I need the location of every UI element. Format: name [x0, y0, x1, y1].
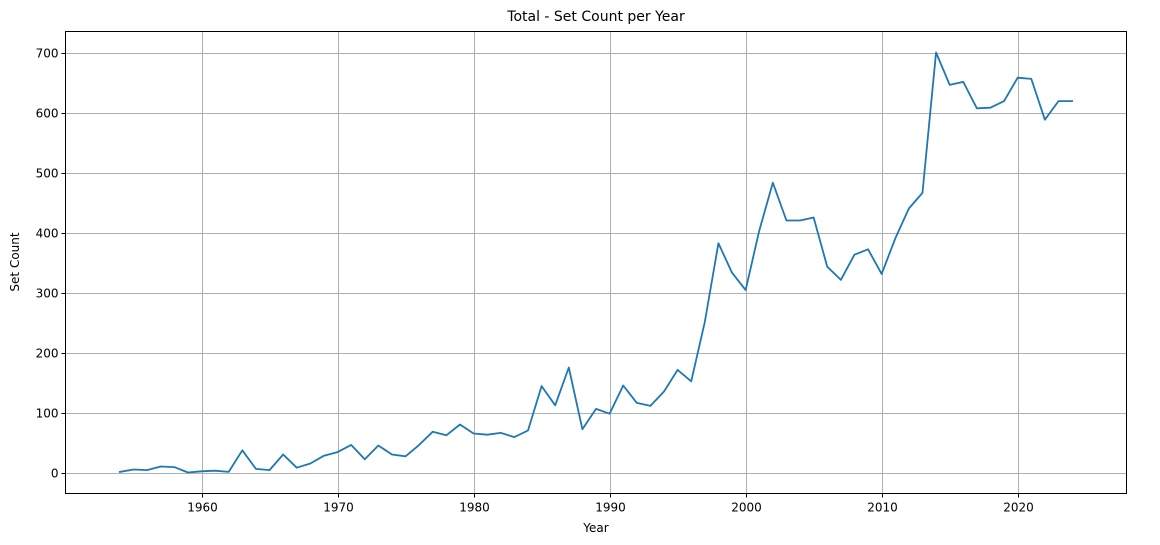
x-tick-label: 1960: [187, 501, 218, 515]
series-layer: [118, 51, 1073, 474]
series-line: [118, 51, 1073, 474]
x-tick-label: 1990: [595, 501, 626, 515]
y-tick-label: 600: [36, 107, 59, 121]
x-tick-label: 2010: [867, 501, 898, 515]
y-tick-label: 0: [51, 467, 59, 481]
chart-title: Total - Set Count per Year: [506, 9, 685, 25]
y-tick-label: 500: [36, 167, 59, 181]
tick-layer: 1960 1970 1980 1990 2000 2010 2020 0 100 200 300 40…: [36, 47, 1034, 515]
y-axis-label: Set Count: [8, 232, 22, 291]
x-tick-label: 2000: [731, 501, 762, 515]
y-tick-label: 100: [36, 407, 59, 421]
y-tick-label: 200: [36, 347, 59, 361]
grid-layer: [65, 31, 1127, 494]
x-tick-label: 1980: [459, 501, 490, 515]
x-axis-label: Year: [582, 521, 608, 535]
y-tick-label: 400: [36, 227, 59, 241]
y-tick-label: 300: [36, 287, 59, 301]
plot-frame: [65, 31, 1127, 494]
x-tick-label: 2020: [1003, 501, 1034, 515]
y-tick-label: 700: [36, 47, 59, 61]
x-tick-label: 1970: [323, 501, 354, 515]
